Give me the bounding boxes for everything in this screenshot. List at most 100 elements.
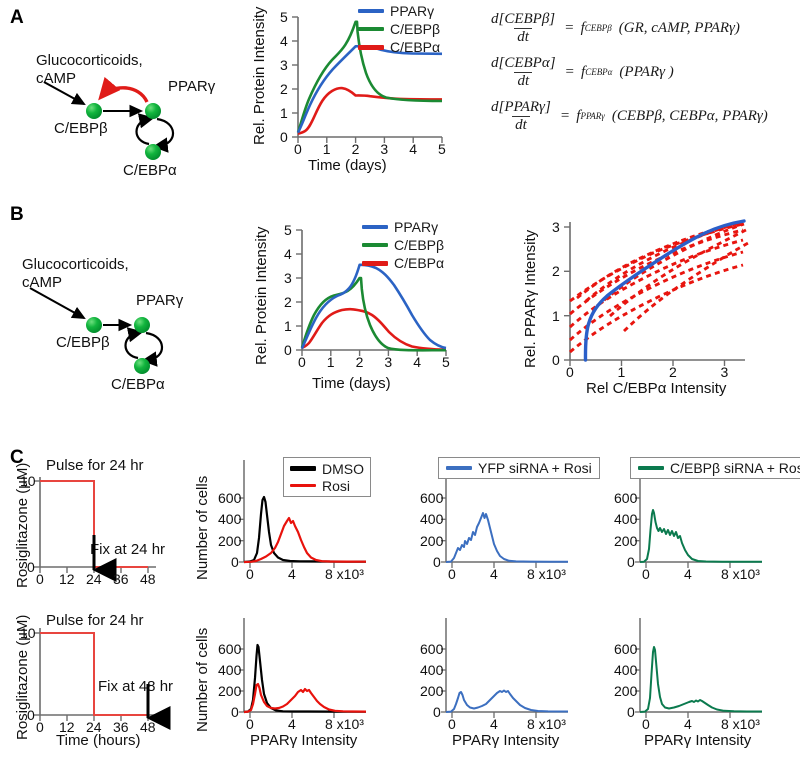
row2-hist2-curve-yfp	[445, 689, 568, 713]
panel-c-row2-annotation-arrow: Fix at 48 hr	[98, 678, 174, 695]
panel-a-curve-cebpa	[297, 86, 443, 135]
panel-c-row1-hist-cebpb: 600 400 200 0 0 4 8 x10³ C/EBPβ siRNA + …	[592, 452, 800, 597]
panel-c-row2-dose-xtick-48: 48	[140, 719, 156, 735]
row2-hist1-yticks	[239, 648, 244, 713]
panel-a-curve-ppar	[296, 44, 443, 134]
legend-line-cebpa-icon	[358, 44, 384, 50]
row1-hist1-ytick-600: 600	[218, 490, 242, 506]
eq0-fn: f	[580, 19, 585, 36]
panel-a-legend: PPARγ C/EBPβ C/EBPα	[358, 2, 440, 56]
panel-a-diagram-svg	[43, 76, 175, 160]
row2-hist2-yticks	[441, 648, 446, 713]
panel-c-row2-dose-xtick-36: 36	[113, 719, 129, 735]
row1-hist1-legend: DMSO Rosi	[283, 457, 371, 497]
panel-c-row1-hist-yfp: 600 400 200 0 0 4 8 x10³ YFP siRNA + Ros…	[390, 452, 600, 597]
panel-c-row2-annotation-top: Pulse for 24 hr	[46, 612, 144, 629]
row1-hist2-xtick-4: 4	[490, 566, 498, 582]
panel-c-row1-dose-xtick-0: 0	[36, 571, 44, 587]
legend-line-cebpb-icon	[358, 27, 384, 31]
panel-a-xtick-2: 2	[351, 141, 360, 157]
row1-hist1-ytick-200: 200	[218, 532, 242, 549]
equation-cebpb: d[CEBPβ] dt = f CEBPβ (GR, cAMP, PPARγ)	[488, 6, 798, 50]
panel-b-chart-svg	[296, 229, 447, 356]
row1-hist3-xticks	[645, 562, 731, 568]
panel-a-xtick-3: 3	[380, 141, 389, 157]
legend-line-cebpb-sirna-icon	[638, 466, 664, 470]
row1-hist3-curve-cebpb	[639, 509, 762, 563]
row1-hist1-xtick-4: 4	[288, 566, 296, 582]
panel-c-row2-dose-curve	[40, 632, 148, 716]
row2-hist3-xticks	[645, 712, 731, 718]
panel-a-yticks	[292, 16, 298, 138]
panel-a-xticks	[297, 137, 443, 143]
panel-a-ytick-5: 5	[280, 9, 288, 25]
panel-a-chart-svg	[292, 16, 443, 143]
row2-hist3-ytick-600: 600	[614, 641, 638, 657]
row2-hist3-yticks	[635, 648, 640, 713]
panel-b-xtick-4: 4	[413, 354, 421, 370]
eq1-numerator: d[CEBPα]	[491, 54, 556, 71]
node-cebpa-b	[134, 358, 150, 374]
phase-yticks	[564, 226, 570, 361]
row1-hist1-yticks	[239, 497, 244, 563]
equation-ppar: d[PPARγ] dt = f PPARγ (CEBPβ, CEBPα, PPAR…	[488, 94, 798, 138]
row2-hist1-xtick-4: 4	[288, 716, 296, 732]
panel-a-network-diagram: Glucocorticoids, cAMP	[8, 40, 233, 179]
phase-xticks	[569, 360, 726, 366]
row1-hist3-ytick-0: 0	[627, 554, 635, 570]
row1-hist3-xtick-4: 4	[684, 566, 692, 582]
panel-b-curve-ppar	[300, 263, 447, 350]
panel-a-xtick-0: 0	[294, 141, 302, 157]
row2-hist2-ytick-200: 200	[420, 683, 444, 699]
panel-b-xlabel: Time (days)	[312, 375, 391, 392]
row1-hist2-ytick-0: 0	[433, 554, 441, 570]
row1-legend-item-yfp: YFP siRNA + Rosi	[446, 459, 592, 477]
panel-b-phase-xlabel: Rel C/EBPα Intensity	[586, 380, 727, 397]
phase-nullcline-family	[569, 220, 751, 354]
panel-b-xtick-1: 1	[326, 354, 335, 370]
row1-hist1-xtick-0: 0	[246, 566, 254, 582]
node-cebpa-a	[145, 144, 161, 160]
panel-c-row1-hist-svg	[239, 460, 367, 568]
panel-c-row2-dose-yticks	[34, 632, 40, 716]
row2-hist2-ytick-600: 600	[420, 641, 444, 657]
row2-hist2-xtick-4: 4	[490, 716, 498, 732]
row1-hist3-ytick-400: 400	[614, 511, 638, 528]
phase-ytick-2: 2	[552, 263, 560, 280]
panel-a-legend-item-cebpb: C/EBPβ	[358, 20, 440, 38]
row1-hist2-ytick-600: 600	[420, 490, 444, 506]
panel-b-legend-label-cebpa: C/EBPα	[394, 255, 445, 271]
panel-a-xtick-4: 4	[409, 141, 417, 157]
panel-a-equations: d[CEBPβ] dt = f CEBPβ (GR, cAMP, PPARγ) d…	[488, 6, 798, 138]
phase-xtick-2: 2	[669, 364, 677, 380]
legend-line-ppar-icon	[358, 9, 384, 13]
eq0-sub: CEBPβ	[584, 23, 612, 33]
panel-c-row1-dose-xtick-48: 48	[140, 571, 156, 587]
panel-a-xlabel: Time (days)	[308, 157, 387, 174]
eq0-denominator: dt	[514, 27, 532, 46]
panel-c-row1-annotation-arrow: Fix at 24 hr	[90, 541, 166, 558]
panel-c-row2-dose-ytick-10: 10	[20, 625, 36, 641]
phase-ytick-0: 0	[552, 352, 560, 368]
row1-hist1-ytick-0: 0	[231, 554, 239, 570]
row2-hist3-xtick-0: 0	[642, 716, 650, 732]
eq2-fn: f	[576, 107, 581, 124]
panel-b-node-label-cebpa: C/EBPα	[111, 376, 165, 393]
row2-hist1-curve-dmso	[243, 643, 366, 714]
panel-b-legend-item-ppar: PPARγ	[362, 218, 444, 236]
panel-c-row2-cebpb-xlabel: PPARγ Intensity	[644, 732, 752, 749]
panel-c-row2-hist-yfp: PPARγ Intensity 600 400 200 0 0 4 8 x10³	[390, 612, 595, 758]
panel-b-phase-svg	[564, 219, 751, 366]
row1-hist2-xtick-8: 8 x10³	[527, 566, 566, 582]
panel-letter-a: A	[10, 7, 24, 28]
panel-b-legend-item-cebpa: C/EBPα	[362, 254, 444, 272]
row1-hist2-xticks	[451, 562, 537, 568]
row2-hist2-xtick-0: 0	[448, 716, 456, 732]
panel-b-yticks	[296, 229, 302, 351]
phase-xtick-1: 1	[617, 364, 626, 380]
panel-c-row1-hist-dmso-rosi: Number of cells 600 400 200 0 0 4 8 x10³…	[188, 452, 393, 597]
panel-b-xtick-2: 2	[355, 354, 364, 370]
panel-a-xtick-5: 5	[438, 141, 446, 157]
panel-c-row2-hist-dmso-rosi: Number of cells PPARγ Intensity 600 400 …	[188, 612, 393, 758]
legend-line-cebpb-icon-b	[362, 243, 388, 247]
